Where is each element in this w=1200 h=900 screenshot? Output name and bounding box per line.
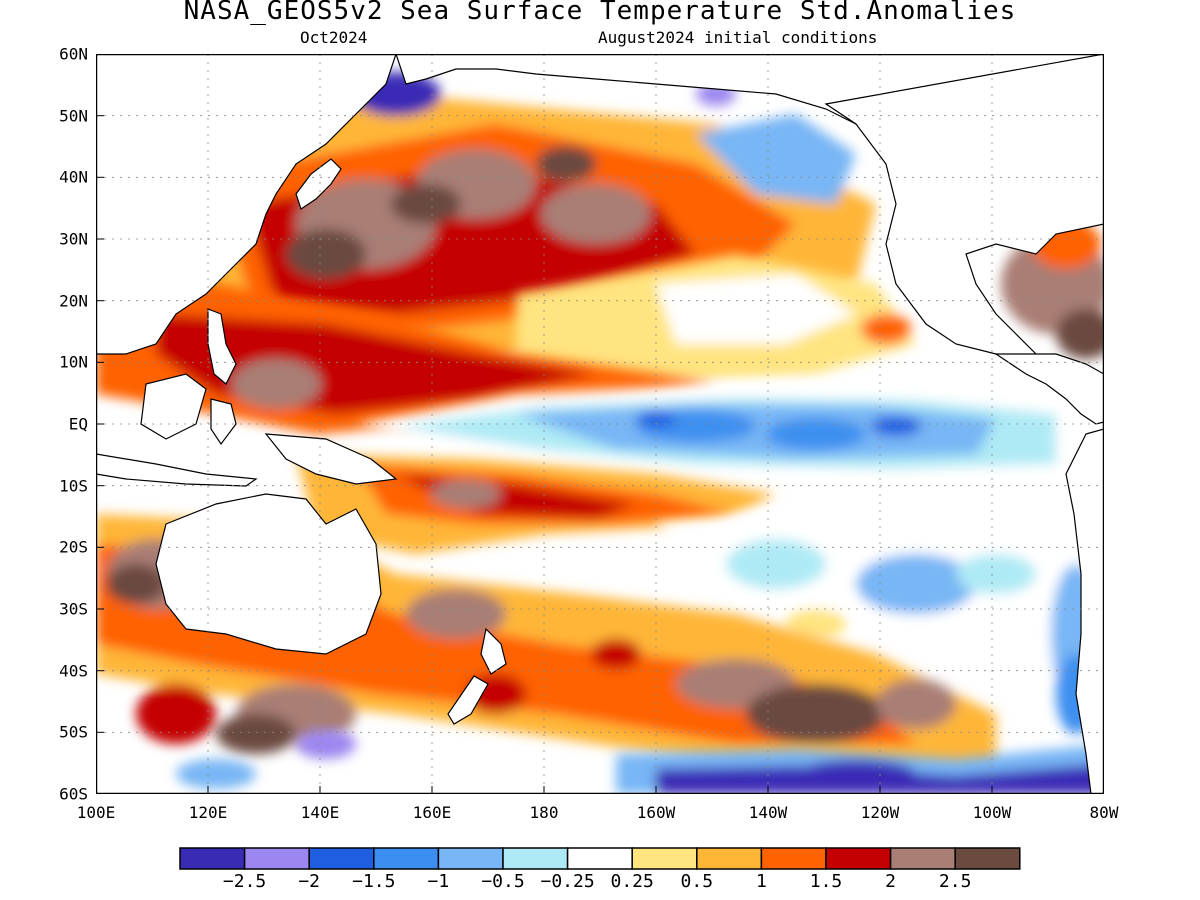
colorbar-swatch xyxy=(566,847,633,870)
colorbar-swatch xyxy=(243,847,310,870)
colorbar-swatch xyxy=(437,847,504,870)
map-title: NASA_GEOS5v2 Sea Surface Temperature Std… xyxy=(183,0,1017,26)
lon-label: 160E xyxy=(412,803,452,822)
colorbar-label: −0.5 xyxy=(481,871,525,892)
lon-label: 100W xyxy=(972,803,1012,822)
colorbar-label: 1 xyxy=(755,871,767,892)
philippines-landmass xyxy=(207,308,237,385)
colorbar-swatch xyxy=(179,847,246,870)
colorbar-label: −2.5 xyxy=(222,871,267,892)
lon-label: 140E xyxy=(300,803,340,822)
lat-label: 60N xyxy=(59,44,88,64)
new-zealand-landmass xyxy=(480,627,507,675)
lat-label: 40N xyxy=(59,167,88,187)
colorbar-label: 1.5 xyxy=(809,871,843,892)
new-zealand-south-landmass xyxy=(447,675,489,725)
lat-label: EQ xyxy=(68,414,88,434)
colorbar-label: 0.25 xyxy=(610,871,654,892)
lat-label: 50S xyxy=(59,722,88,742)
colorbar-label: −1 xyxy=(427,871,450,892)
lat-label: 60S xyxy=(59,784,88,804)
lon-label: 180 xyxy=(529,803,559,822)
asia-landmass xyxy=(96,54,397,355)
lat-label: 30N xyxy=(59,229,88,249)
sumatra-java-landmass xyxy=(96,453,258,487)
colorbar-label: 2 xyxy=(885,871,897,892)
colorbar-label: −2 xyxy=(298,871,321,892)
forecast-month: Oct2024 xyxy=(300,28,368,47)
lon-label: 120E xyxy=(188,803,228,822)
colorbar-swatch xyxy=(502,847,569,870)
colorbar-swatch xyxy=(954,847,1021,870)
lat-label: 50N xyxy=(59,106,88,126)
lon-label: 160W xyxy=(636,803,676,822)
central-america-landmass xyxy=(994,353,1104,425)
lat-label: 20S xyxy=(59,537,88,557)
australia-landmass xyxy=(155,493,382,655)
lat-label: 40S xyxy=(59,661,88,681)
japan-landmass xyxy=(295,158,342,210)
borneo-landmass xyxy=(140,373,207,440)
initial-conditions: August2024 initial conditions xyxy=(598,28,878,47)
axis-ticks xyxy=(96,54,993,794)
colorbar-swatch xyxy=(696,847,763,870)
lon-label: 140W xyxy=(748,803,788,822)
colorbar-swatch xyxy=(825,847,892,870)
lat-label: 10S xyxy=(59,476,88,496)
lat-label: 20N xyxy=(59,291,88,311)
graticule xyxy=(96,54,1104,794)
colorbar-swatch xyxy=(760,847,827,870)
subtropical-north-pacific xyxy=(516,254,916,384)
south-america-landmass xyxy=(1065,428,1104,794)
sst-anomaly-map xyxy=(96,54,1104,794)
colorbar-label: −0.25 xyxy=(540,871,595,892)
land-masses xyxy=(96,54,1104,794)
colorbar-swatch xyxy=(373,847,440,870)
sulawesi-landmass xyxy=(210,398,237,446)
colorbar-label: 2.5 xyxy=(938,871,972,892)
equatorial-cold-tongue xyxy=(356,384,1104,484)
colorbar-label: −1.5 xyxy=(352,871,396,892)
colorbar-swatch xyxy=(308,847,375,870)
lon-label: 100E xyxy=(76,803,116,822)
lat-label: 10N xyxy=(59,352,88,372)
colorbar-label: 0.5 xyxy=(680,871,714,892)
colorbar-swatch xyxy=(631,847,698,870)
southwest-pacific-warm xyxy=(296,454,776,554)
colorbar-swatch xyxy=(889,847,956,870)
lon-label: 120W xyxy=(860,803,900,822)
lat-label: 30S xyxy=(59,599,88,619)
lon-label: 80W xyxy=(1089,803,1119,822)
new-guinea-landmass xyxy=(264,433,398,485)
